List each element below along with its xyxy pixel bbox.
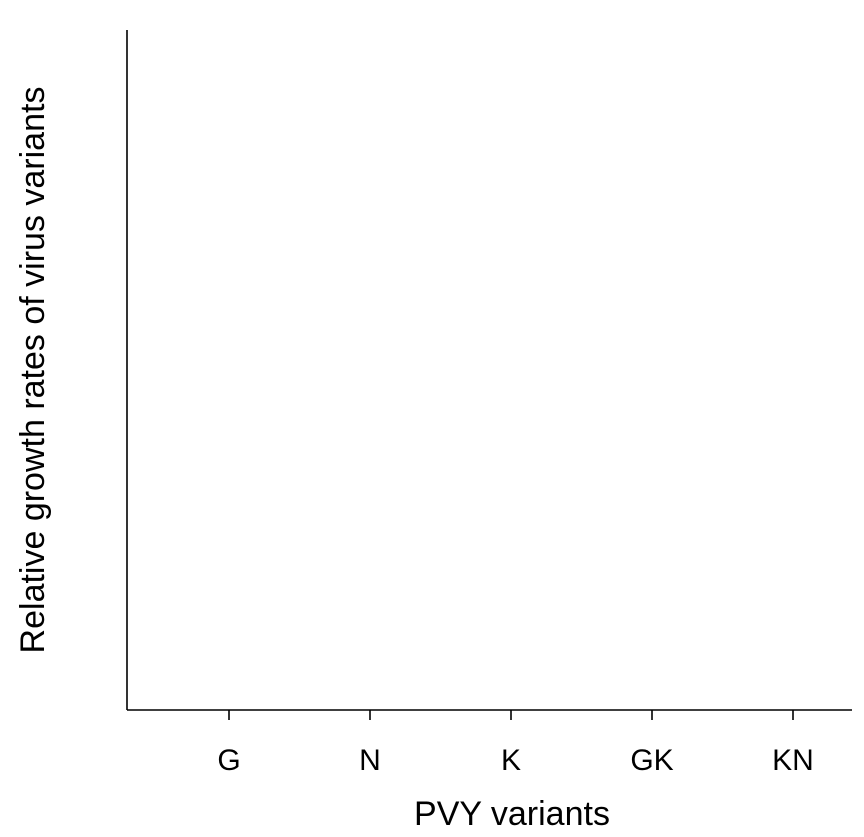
x-tick-label: G xyxy=(217,744,240,777)
x-tick-label: KN xyxy=(772,744,814,777)
x-tick-label: K xyxy=(501,744,521,777)
x-tick-label: N xyxy=(359,744,381,777)
x-axis-title: PVY variants xyxy=(414,795,610,833)
y-axis-title: Relative growth rates of virus variants xyxy=(14,87,52,654)
axes xyxy=(126,30,852,711)
x-tick-label: GK xyxy=(630,744,673,777)
x-ticks: G N K GK KN xyxy=(217,710,814,777)
